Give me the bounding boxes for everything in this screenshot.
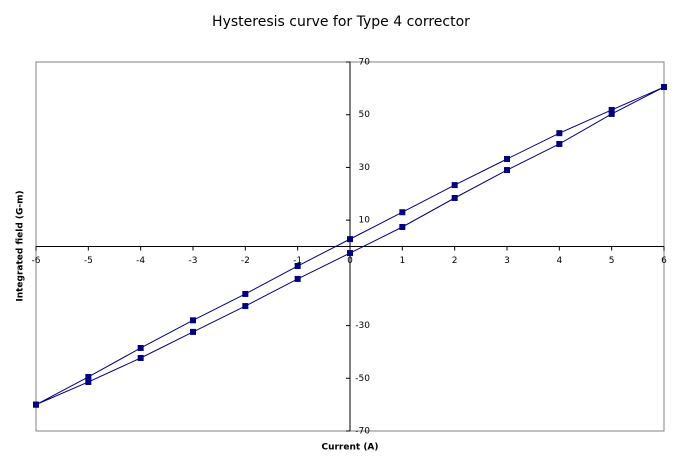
data-point bbox=[504, 167, 510, 174]
data-point bbox=[608, 106, 615, 113]
data-point bbox=[137, 344, 144, 351]
data-point bbox=[33, 401, 39, 408]
data-point bbox=[661, 84, 667, 91]
y-tick-label: 10 bbox=[359, 216, 371, 226]
data-point bbox=[399, 209, 406, 216]
data-point bbox=[451, 182, 458, 189]
x-tick-label: -6 bbox=[32, 256, 41, 266]
x-axis-title: Current (A) bbox=[321, 443, 378, 453]
data-point bbox=[85, 373, 92, 380]
y-axis-title: Integrated field (G-m) bbox=[16, 190, 26, 301]
data-point bbox=[608, 110, 615, 117]
x-tick-label: -4 bbox=[136, 256, 145, 266]
x-tick-label: 2 bbox=[452, 256, 458, 266]
data-point bbox=[347, 250, 353, 257]
data-point bbox=[242, 290, 249, 297]
x-tick-label: -3 bbox=[189, 256, 198, 266]
data-point bbox=[556, 140, 563, 147]
y-tick-label: -70 bbox=[355, 427, 370, 437]
data-point bbox=[451, 195, 458, 202]
data-point bbox=[347, 236, 353, 243]
x-tick-label: 6 bbox=[661, 256, 667, 266]
data-point bbox=[85, 378, 92, 385]
chart-title: Hysteresis curve for Type 4 corrector bbox=[212, 14, 470, 30]
y-tick-label: -50 bbox=[355, 374, 370, 384]
data-point bbox=[556, 130, 563, 137]
data-point bbox=[137, 354, 144, 361]
data-point bbox=[190, 328, 196, 335]
data-point bbox=[504, 155, 510, 162]
y-tick-label: -30 bbox=[355, 321, 370, 331]
y-tick-label: 50 bbox=[359, 110, 371, 120]
x-tick-label: 5 bbox=[609, 256, 615, 266]
data-point bbox=[294, 263, 301, 270]
x-tick-label: -2 bbox=[241, 256, 250, 266]
x-tick-label: -5 bbox=[84, 256, 93, 266]
x-tick-label: 3 bbox=[504, 256, 510, 266]
x-tick-label: 4 bbox=[556, 256, 562, 266]
data-point bbox=[242, 303, 249, 310]
data-point bbox=[399, 223, 406, 230]
y-tick-label: 70 bbox=[359, 58, 371, 68]
x-tick-label: 0 bbox=[347, 256, 353, 266]
data-point bbox=[190, 317, 196, 324]
x-tick-label: -1 bbox=[293, 256, 302, 266]
y-tick-label: 30 bbox=[359, 163, 371, 173]
x-tick-label: 1 bbox=[399, 256, 405, 266]
data-point bbox=[294, 275, 301, 282]
